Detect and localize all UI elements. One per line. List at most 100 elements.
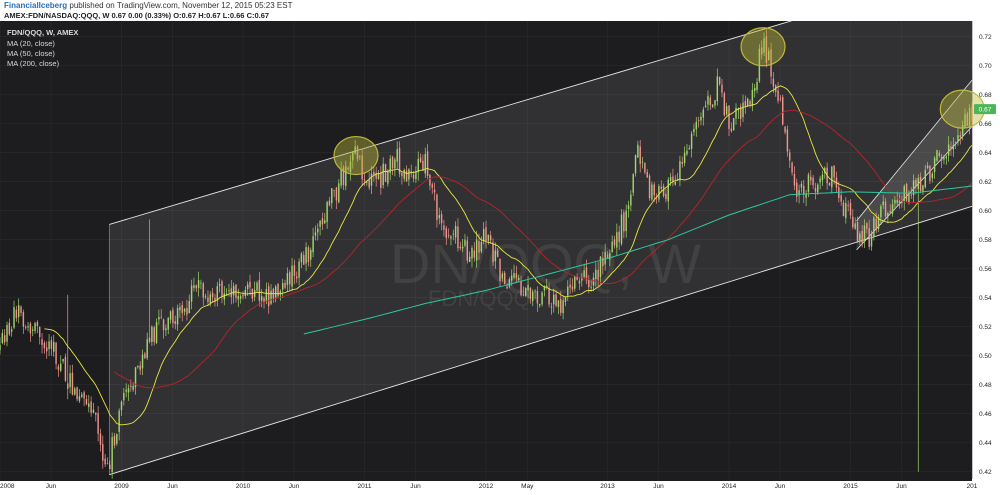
candle-body — [356, 146, 359, 159]
candle-body — [583, 270, 585, 277]
time-tick-label: 2013 — [600, 483, 615, 490]
candle-body — [457, 226, 459, 249]
candle-body — [326, 202, 328, 222]
candle-body — [454, 225, 457, 238]
candle-body — [176, 307, 179, 325]
candle-body — [901, 200, 903, 204]
candle-body — [380, 172, 382, 188]
candle-body — [102, 444, 104, 461]
candle-body — [821, 174, 824, 181]
candle-body — [915, 179, 917, 187]
candle-body — [602, 257, 604, 267]
candle-body — [852, 216, 854, 228]
candle-body — [193, 285, 195, 288]
candle-body — [714, 100, 716, 106]
candle-body — [8, 322, 11, 335]
candle-body — [723, 93, 726, 116]
candle-body — [924, 169, 926, 188]
candle-body — [524, 287, 527, 297]
candle-body — [235, 284, 237, 298]
candle-body — [877, 217, 880, 229]
candle-body — [270, 290, 272, 304]
candle-body — [777, 90, 779, 101]
candle-body — [345, 166, 347, 187]
candle-body — [408, 169, 410, 180]
candle-body — [312, 236, 314, 253]
candle-body — [627, 205, 630, 210]
candle-body — [506, 286, 508, 289]
candle-body — [842, 202, 845, 217]
candle-body — [966, 113, 969, 126]
price-tick-label: 0.56 — [979, 266, 992, 273]
candle-body — [898, 201, 901, 204]
price-chart[interactable]: DN/QQQ, W FDN/QQQ 0.420.440.460.480.500.… — [0, 21, 1000, 495]
candle-body — [576, 276, 578, 280]
candle-body — [263, 298, 265, 303]
time-axis: 2008 Jun 2009 Jun 2010 Jun 2011 Jun 2012 May 2013 J… — [0, 483, 978, 490]
candle-body — [333, 189, 335, 191]
candle-body — [174, 321, 176, 325]
candle-body — [436, 194, 438, 220]
candle-body — [859, 233, 861, 241]
candle-body — [29, 323, 32, 334]
candle-body — [541, 292, 543, 305]
candle-body — [144, 353, 146, 359]
candle-body — [424, 154, 426, 174]
candle-body — [800, 183, 803, 188]
price-tick-label: 0.48 — [979, 382, 992, 389]
candle-body — [473, 250, 476, 258]
candle-body — [847, 205, 849, 206]
candle-body — [592, 277, 595, 286]
candle-body — [632, 174, 634, 193]
candle-body — [15, 309, 18, 319]
moving-averages — [44, 85, 973, 426]
time-tick-label: 2010 — [236, 483, 251, 490]
candle-body — [849, 203, 852, 216]
candle-body — [366, 181, 368, 183]
candle-body — [606, 254, 609, 258]
candle-body — [331, 188, 333, 203]
candle-body — [310, 250, 312, 260]
author-link[interactable]: FinancialIceberg — [4, 1, 68, 10]
last-price-badge: 0.67 — [974, 104, 996, 115]
candle-body — [258, 279, 261, 301]
time-tick-label: 2015 — [843, 483, 858, 490]
candle-body — [319, 220, 321, 227]
candle-body — [179, 306, 181, 311]
time-tick-label: 201 — [967, 483, 978, 490]
candle-body — [120, 401, 123, 411]
candle-body — [246, 284, 249, 289]
candle-body — [756, 82, 758, 91]
candle-body — [38, 326, 41, 337]
candle-body — [940, 156, 943, 161]
candle-body — [536, 291, 539, 304]
time-tick-label: 2014 — [722, 483, 737, 490]
candle-body — [950, 146, 952, 149]
candle-body — [529, 287, 532, 299]
candle-body — [693, 128, 695, 133]
candle-body — [81, 394, 83, 397]
candle-body — [569, 284, 571, 288]
candle-body — [67, 383, 69, 389]
candle-body — [384, 164, 387, 182]
candle-body — [237, 296, 240, 300]
candle-body — [749, 101, 751, 105]
candle-body — [260, 296, 263, 301]
grid-lines — [0, 21, 973, 479]
candle-body — [307, 247, 310, 263]
candle-body — [230, 288, 233, 298]
candle-body — [370, 173, 373, 186]
price-tick-label: 0.52 — [979, 324, 992, 331]
candle-body — [510, 275, 513, 281]
candle-body — [300, 253, 303, 263]
candle-body — [861, 230, 863, 243]
candle-body — [69, 373, 71, 388]
candle-body — [296, 276, 298, 279]
candle-body — [116, 434, 118, 444]
candle-body — [954, 142, 957, 144]
time-tick-label: Jun — [653, 483, 664, 490]
candle-body — [440, 214, 443, 224]
candle-body — [922, 185, 924, 192]
candle-body — [349, 161, 352, 173]
candle-body — [17, 305, 20, 317]
